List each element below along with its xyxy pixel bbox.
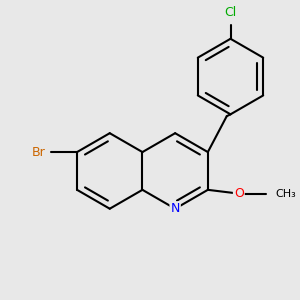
Text: O: O [234, 187, 244, 200]
Text: N: N [170, 202, 180, 215]
Text: CH₃: CH₃ [275, 189, 296, 199]
Text: Cl: Cl [224, 6, 237, 19]
Text: Br: Br [32, 146, 46, 159]
